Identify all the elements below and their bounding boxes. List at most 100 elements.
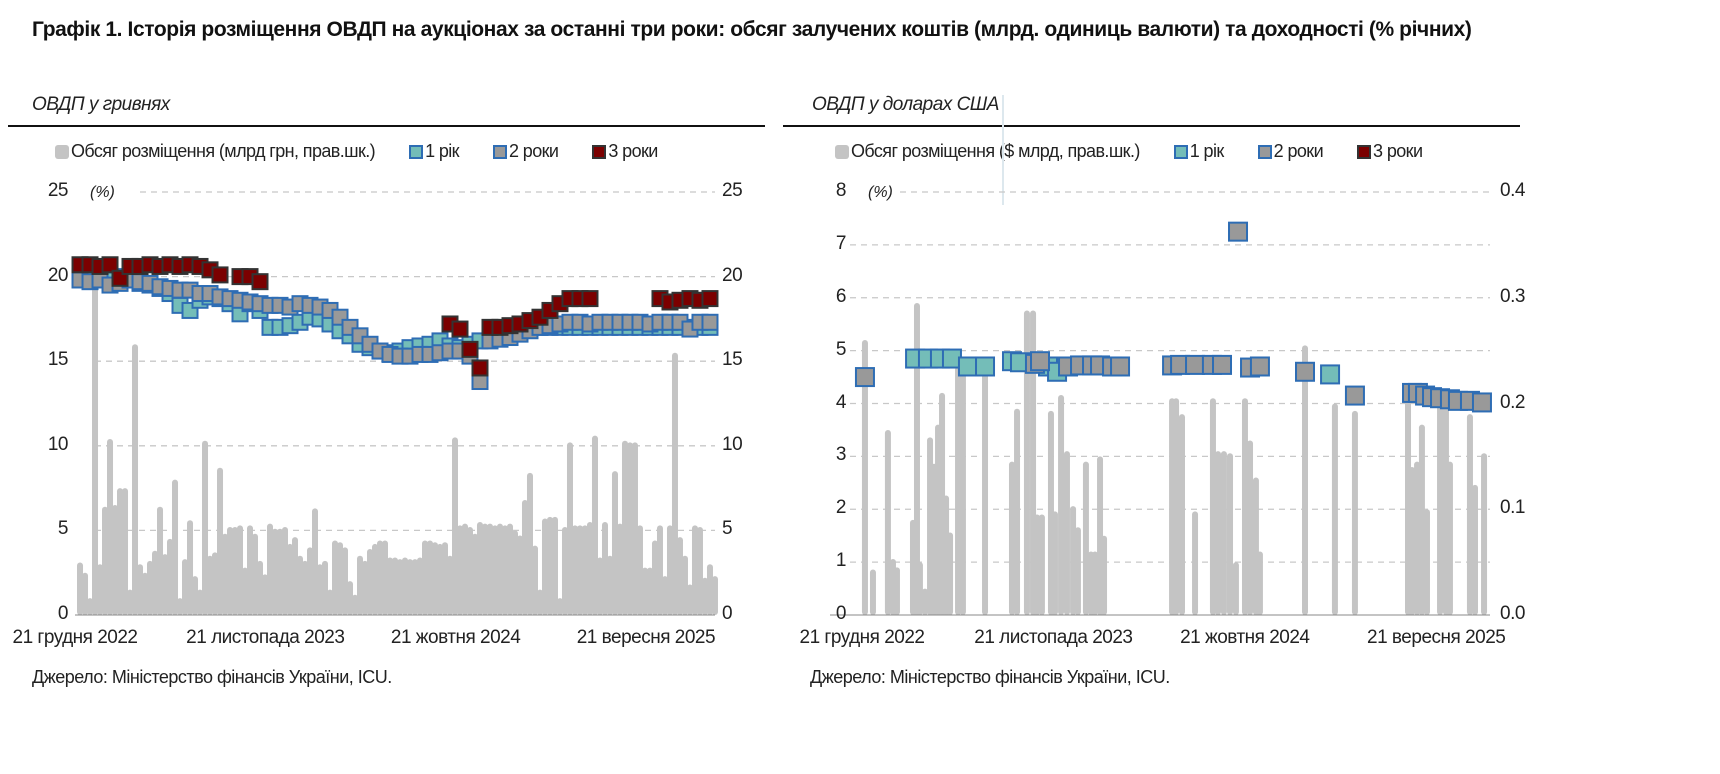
volume-bar xyxy=(526,472,533,615)
volume-bar xyxy=(636,525,643,615)
y-right-tick: 0.3 xyxy=(1500,285,1525,307)
volume-bar xyxy=(1209,398,1216,615)
yield-point-2y xyxy=(1030,351,1051,372)
volume-bar xyxy=(297,555,304,615)
volume-bar xyxy=(501,525,508,615)
y-left-tick: 0 xyxy=(835,603,847,624)
y-left-tick: 8 xyxy=(835,180,847,201)
volume-bar xyxy=(1063,451,1070,615)
volume-bar xyxy=(92,276,99,615)
yield-point-2y xyxy=(1228,221,1249,242)
legend-swatch-3y xyxy=(1357,144,1372,159)
volume-bar xyxy=(426,540,433,615)
y-left-tick: 4 xyxy=(835,391,847,413)
x-tick: 21 листопада 2023 xyxy=(186,627,345,648)
yield-point-3y xyxy=(461,340,479,358)
volume-bar xyxy=(371,543,378,615)
legend-volume: Обсяг розміщення (млрд грн, прав.шк.) xyxy=(55,141,376,162)
yield-point-2y xyxy=(1249,356,1270,377)
legend-label: Обсяг розміщення ($ млрд, прав.шк.) xyxy=(851,141,1140,161)
volume-bar xyxy=(322,560,329,615)
volume-bar xyxy=(521,499,528,615)
volume-bar xyxy=(366,549,373,615)
volume-bar xyxy=(1008,461,1015,615)
chart-title: Графік 1. Історія розміщення ОВДП на аук… xyxy=(32,18,1472,41)
volume-bar xyxy=(676,537,683,615)
yield-point-3y xyxy=(581,290,599,308)
volume-bar xyxy=(357,555,364,615)
yield-point-2y xyxy=(1471,392,1492,413)
volume-bar xyxy=(611,471,618,615)
volume-bar xyxy=(237,525,244,615)
legend-label: 1 рік xyxy=(425,141,460,161)
volume-bar xyxy=(172,479,179,615)
volume-bar xyxy=(347,581,354,615)
volume-bar xyxy=(222,533,229,615)
legend-label: 2 роки xyxy=(508,141,559,161)
volume-bar xyxy=(1409,466,1416,615)
left-legend: Обсяг розміщення (млрд грн, прав.шк.) 1 … xyxy=(55,141,692,162)
volume-bar xyxy=(1302,345,1309,615)
yield-point-1y xyxy=(1320,364,1341,385)
volume-bar xyxy=(576,525,583,615)
volume-bar xyxy=(531,545,538,615)
volume-bar xyxy=(376,540,383,615)
volume-bar xyxy=(506,523,513,615)
volume-bar xyxy=(401,557,408,615)
volume-bar xyxy=(227,527,234,615)
volume-bar xyxy=(646,567,653,615)
legend-label: 1 рік xyxy=(1189,141,1225,161)
volume-bar xyxy=(187,520,194,615)
volume-bar xyxy=(167,538,174,615)
yield-point-2y xyxy=(1185,354,1206,375)
volume-bar xyxy=(232,527,239,615)
volume-bar xyxy=(1220,451,1227,615)
volume-bar xyxy=(586,521,593,615)
volume-bar xyxy=(691,525,698,615)
volume-bar xyxy=(696,527,703,615)
volume-bar xyxy=(947,532,954,615)
volume-bar xyxy=(302,560,309,615)
volume-bar xyxy=(471,533,478,615)
legend-swatch-3y xyxy=(592,144,607,159)
volume-bar xyxy=(122,488,129,615)
volume-bar xyxy=(486,523,493,615)
volume-bar xyxy=(1414,461,1421,615)
legend-swatch-1y xyxy=(1173,144,1188,159)
volume-bar xyxy=(292,537,299,615)
volume-bar xyxy=(671,352,678,615)
volume-bar xyxy=(282,527,289,615)
volume-bar xyxy=(332,540,339,615)
volume-bar xyxy=(606,555,613,615)
yield-point-3y xyxy=(211,266,229,284)
y-right-tick: 25 xyxy=(722,180,743,201)
volume-bar xyxy=(1256,551,1263,615)
volume-bar xyxy=(381,540,388,615)
volume-bar xyxy=(651,540,658,615)
volume-bar xyxy=(391,557,398,615)
volume-bar xyxy=(207,555,214,615)
volume-bar xyxy=(451,437,458,615)
volume-bar xyxy=(571,525,578,615)
legend-2y: 2 роки xyxy=(1257,141,1324,162)
volume-bar xyxy=(386,557,393,615)
y-left-tick: 20 xyxy=(47,264,69,286)
x-tick: 21 жовтня 2024 xyxy=(1180,627,1310,648)
legend-1y: 1 рік xyxy=(1173,141,1225,162)
right-source: Джерело: Міністерство фінансів України, … xyxy=(810,667,1170,687)
volume-bar xyxy=(561,527,568,615)
volume-bar xyxy=(152,550,159,615)
volume-bar xyxy=(411,559,418,615)
legend-label: 2 роки xyxy=(1273,141,1324,161)
volume-bar xyxy=(1023,310,1030,615)
volume-bar xyxy=(421,540,428,615)
legend-1y: 1 рік xyxy=(409,141,460,162)
y-left-tick: 5 xyxy=(835,338,847,360)
volume-bar xyxy=(1423,509,1430,615)
volume-bar xyxy=(686,584,693,615)
y-left-tick: 0 xyxy=(57,603,69,624)
legend-label: 3 роки xyxy=(608,141,658,161)
volume-bar xyxy=(481,523,488,615)
volume-bar xyxy=(441,542,448,615)
volume-bar xyxy=(436,543,443,615)
